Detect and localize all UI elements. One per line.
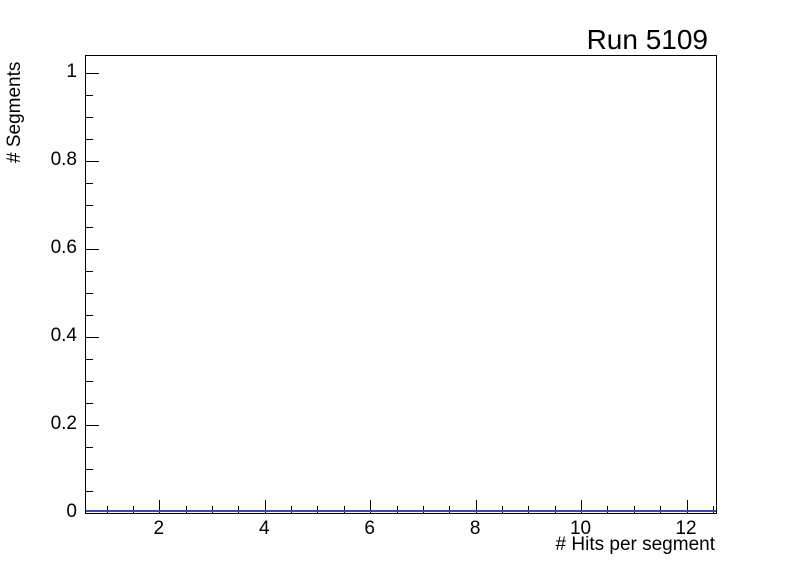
y-tick-label: 1 — [66, 61, 77, 83]
y-tick-label: 0.6 — [50, 237, 77, 259]
x-minor-tick — [660, 506, 662, 513]
x-minor-tick — [633, 506, 635, 513]
y-minor-tick — [86, 116, 93, 118]
y-major-tick — [86, 160, 99, 162]
y-tick-label: 0 — [66, 501, 77, 522]
y-major-tick — [86, 336, 99, 338]
y-major-tick — [86, 248, 99, 250]
plot-frame — [85, 55, 717, 514]
y-major-tick — [86, 424, 99, 426]
chart-title: Run 5109 — [586, 24, 708, 55]
y-minor-tick — [86, 358, 93, 360]
x-tick-label: 4 — [258, 518, 270, 539]
x-minor-tick — [212, 506, 214, 513]
histogram-zero-line — [86, 510, 716, 512]
x-tick-label: 10 — [569, 518, 592, 539]
x-tick-label: 2 — [153, 518, 165, 539]
y-minor-tick — [86, 182, 93, 184]
x-minor-tick — [554, 506, 556, 513]
x-minor-tick — [106, 506, 108, 513]
x-tick-label: 8 — [469, 518, 481, 539]
x-major-tick — [686, 500, 688, 513]
x-minor-tick — [396, 506, 398, 513]
x-minor-tick — [317, 506, 319, 513]
y-major-tick — [86, 72, 99, 74]
x-minor-tick — [528, 506, 530, 513]
y-minor-tick — [86, 380, 93, 382]
x-tick-label: 12 — [675, 518, 697, 539]
x-major-tick — [370, 500, 372, 513]
x-major-tick — [475, 500, 477, 513]
x-tick-label: 6 — [364, 518, 375, 539]
y-minor-tick — [86, 94, 93, 96]
x-axis-title: # Hits per segment — [555, 534, 715, 555]
x-minor-tick — [449, 506, 451, 513]
y-minor-tick — [86, 292, 93, 294]
x-minor-tick — [712, 506, 714, 513]
y-minor-tick — [86, 468, 93, 470]
x-minor-tick — [607, 506, 609, 513]
x-minor-tick — [185, 506, 187, 513]
y-minor-tick — [86, 446, 93, 448]
y-minor-tick — [86, 402, 93, 404]
y-minor-tick — [86, 226, 93, 228]
y-minor-tick — [86, 138, 93, 140]
y-minor-tick — [86, 204, 93, 206]
y-tick-label: 0.8 — [50, 149, 77, 171]
y-minor-tick — [86, 490, 93, 492]
x-minor-tick — [132, 506, 134, 513]
x-major-tick — [581, 500, 583, 513]
y-tick-label: 0.4 — [50, 325, 77, 347]
x-major-tick — [264, 500, 266, 513]
x-major-tick — [159, 500, 161, 513]
y-tick-label: 0.2 — [50, 413, 77, 435]
x-minor-tick — [238, 506, 240, 513]
y-minor-tick — [86, 314, 93, 316]
x-minor-tick — [291, 506, 293, 513]
x-minor-tick — [501, 506, 503, 513]
y-minor-tick — [86, 270, 93, 272]
x-minor-tick — [343, 506, 345, 513]
x-minor-tick — [422, 506, 424, 513]
